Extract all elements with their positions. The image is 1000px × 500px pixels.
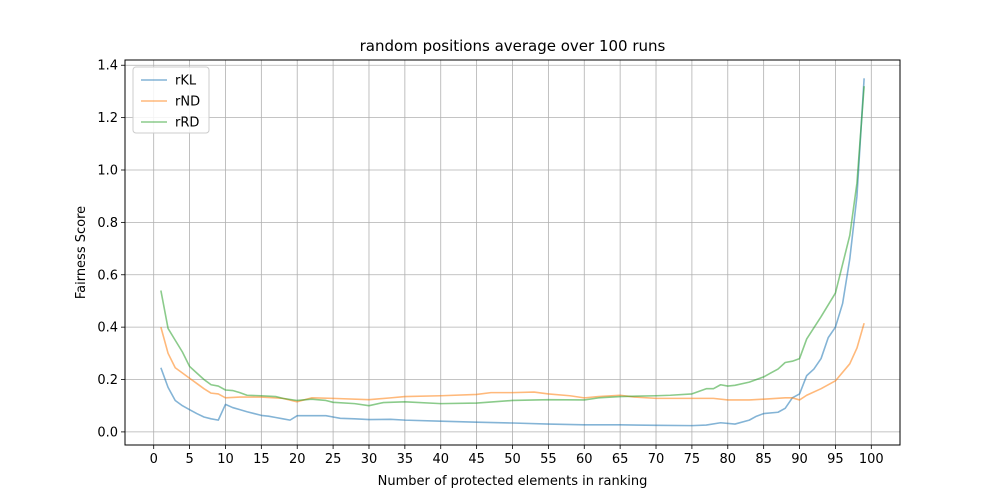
x-tick-label: 25 [325, 452, 342, 467]
axis-ticks: 0 5 10 15 20 25 30 35 40 45 50 55 60 65 70 75 80 85 90 95 10… [97, 59, 883, 467]
legend-label-rND: rND [175, 95, 200, 110]
x-tick-label: 70 [648, 452, 665, 467]
x-tick-label: 50 [504, 452, 521, 467]
x-tick-label: 20 [289, 452, 306, 467]
y-tick-label: 1.2 [97, 111, 118, 126]
y-axis-label: Fairness Score [74, 206, 89, 299]
x-tick-label: 60 [576, 452, 593, 467]
legend-label-rRD: rRD [175, 116, 199, 131]
x-tick-label: 35 [397, 452, 414, 467]
y-tick-label: 0.0 [97, 425, 118, 440]
series-lines [160, 78, 865, 427]
series-line-rKL [160, 78, 865, 427]
grid [125, 60, 900, 445]
y-tick-label: 1.4 [97, 59, 118, 74]
x-tick-label: 85 [755, 452, 772, 467]
y-tick-label: 0.6 [97, 268, 118, 283]
x-tick-label: 30 [361, 452, 378, 467]
x-tick-label: 40 [432, 452, 449, 467]
series-line-rRD [160, 86, 865, 407]
y-tick-label: 0.8 [97, 216, 118, 231]
legend: rKL rND rRD [132, 66, 210, 134]
x-tick-label: 65 [612, 452, 629, 467]
x-axis-label: Number of protected elements in ranking [378, 474, 648, 489]
x-tick-label: 90 [791, 452, 808, 467]
x-tick-label: 55 [540, 452, 557, 467]
x-tick-label: 45 [468, 452, 485, 467]
x-tick-label: 100 [859, 452, 884, 467]
chart-title: random positions average over 100 runs [360, 37, 666, 55]
series-line-rND [160, 322, 865, 403]
x-tick-label: 0 [150, 452, 158, 467]
x-tick-label: 5 [185, 452, 193, 467]
x-tick-label: 75 [684, 452, 701, 467]
legend-label-rKL: rKL [175, 74, 197, 89]
y-tick-label: 0.4 [97, 321, 118, 336]
x-tick-label: 80 [720, 452, 737, 467]
y-tick-label: 1.0 [97, 164, 118, 179]
x-tick-label: 10 [217, 452, 234, 467]
y-tick-label: 0.2 [97, 373, 118, 388]
x-tick-label: 95 [827, 452, 844, 467]
legend-box [132, 66, 210, 134]
x-tick-label: 15 [253, 452, 270, 467]
